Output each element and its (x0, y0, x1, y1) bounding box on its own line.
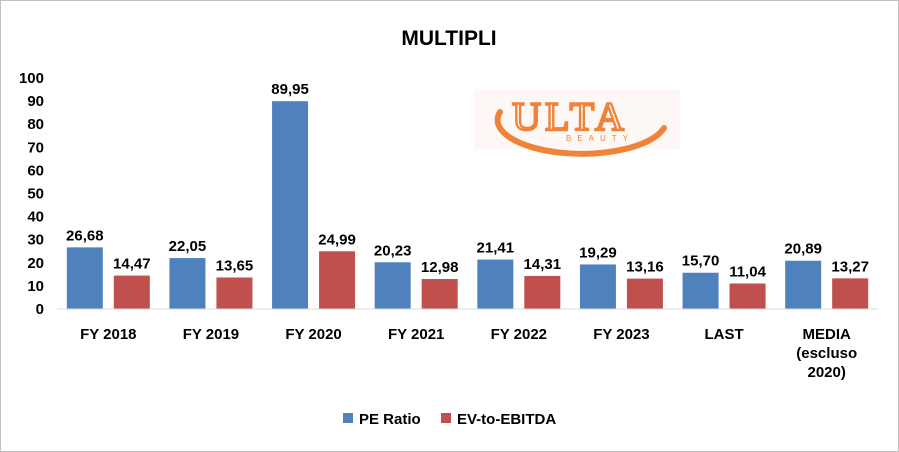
data-label: 20,23 (374, 242, 412, 259)
y-tick-label: 70 (27, 139, 44, 156)
bar-pe-ratio (272, 101, 309, 309)
y-tick-label: 10 (27, 278, 44, 295)
x-tick-label: FY 2021 (388, 326, 444, 343)
legend-label: PE Ratio (359, 411, 421, 428)
bar-ev-to-ebitda (421, 279, 458, 309)
bar-ev-to-ebitda (729, 283, 766, 309)
logo-tagline: BEAUTY (566, 134, 634, 143)
bar-pe-ratio (374, 262, 411, 309)
bar-ev-to-ebitda (832, 278, 869, 309)
data-label: 13,27 (831, 258, 869, 275)
y-axis: 0 10 20 30 40 50 60 70 80 90 100 (19, 70, 44, 318)
data-label: 24,99 (318, 231, 356, 248)
x-tick-label: FY 2023 (593, 326, 649, 343)
data-label: 22,05 (169, 238, 207, 255)
y-tick-label: 50 (27, 186, 44, 203)
bar-pe-ratio (682, 272, 719, 309)
x-tick-label: FY 2022 (491, 326, 547, 343)
x-tick-label: FY 2020 (285, 326, 341, 343)
bar-pe-ratio (66, 247, 103, 309)
data-label: 15,70 (682, 253, 720, 270)
y-tick-label: 40 (27, 209, 44, 226)
data-label: 21,41 (477, 240, 515, 257)
y-tick-label: 100 (19, 70, 44, 87)
x-tick-label: FY 2018 (80, 326, 136, 343)
data-label: 20,89 (784, 241, 822, 258)
bar-pe-ratio (169, 258, 206, 309)
data-label: 14,31 (524, 256, 562, 273)
bar-pe-ratio (579, 264, 616, 309)
data-label: 13,65 (216, 257, 254, 274)
y-tick-label: 90 (27, 93, 44, 110)
data-label: 13,16 (626, 259, 664, 276)
x-tick-label: MEDIA (803, 326, 852, 343)
data-label: 26,68 (66, 227, 104, 244)
data-label: 11,04 (729, 263, 766, 280)
chart-title: MULTIPLI (401, 27, 496, 50)
data-label: 14,47 (113, 256, 151, 273)
x-tick-label: 2020) (808, 364, 846, 381)
x-tick-label: LAST (704, 326, 743, 343)
bar-ev-to-ebitda (216, 277, 253, 309)
bar-pe-ratio (477, 259, 514, 309)
legend: PE Ratio EV-to-EBITDA (343, 411, 556, 428)
ulta-beauty-logo: ULTA BEAUTY (474, 89, 680, 157)
legend-swatch (441, 413, 451, 423)
y-tick-label: 0 (36, 301, 44, 318)
y-tick-label: 60 (27, 162, 44, 179)
x-tick-label: FY 2019 (183, 326, 239, 343)
y-tick-label: 20 (27, 255, 44, 272)
y-tick-label: 30 (27, 232, 44, 249)
legend-label: EV-to-EBITDA (457, 411, 556, 428)
bar-ev-to-ebitda (319, 251, 356, 309)
x-tick-label: (escluso (796, 345, 857, 362)
bar-ev-to-ebitda (626, 278, 663, 309)
legend-swatch (343, 413, 353, 423)
data-label: 12,98 (421, 259, 459, 276)
x-axis: FY 2018 FY 2019 FY 2020 FY 2021 FY 2022 FY 20… (57, 308, 878, 381)
logo-wordmark: ULTA (512, 94, 628, 139)
data-labels: 26,68 14,47 22,05 13,65 89,95 24,99 20,23 12,98… (66, 81, 869, 280)
bars (66, 101, 869, 309)
data-label: 89,95 (271, 81, 309, 98)
y-tick-label: 80 (27, 116, 44, 133)
data-label: 19,29 (579, 244, 617, 261)
bar-pe-ratio (785, 260, 822, 309)
bar-ev-to-ebitda (524, 275, 561, 309)
bar-ev-to-ebitda (113, 275, 150, 309)
